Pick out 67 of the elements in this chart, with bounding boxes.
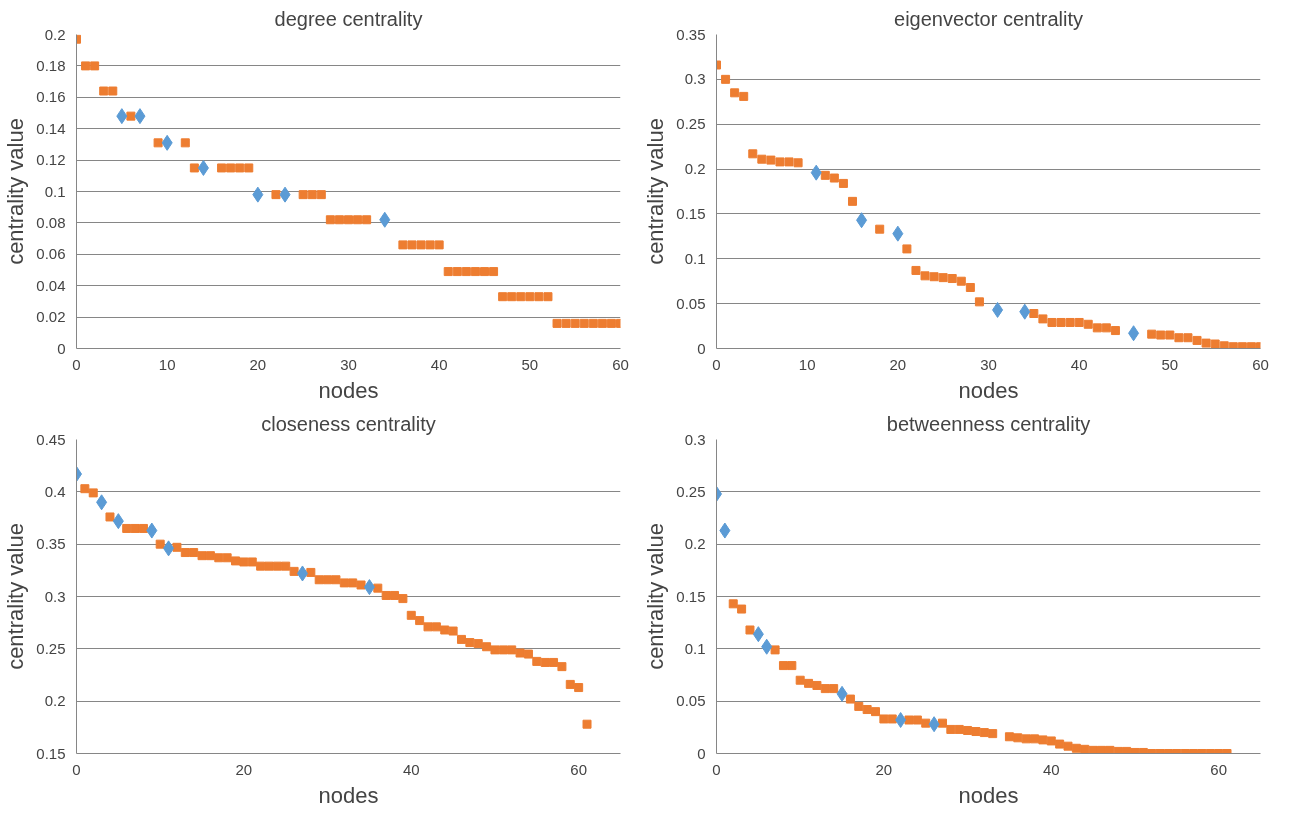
x-tick-label: 60 [1210, 760, 1227, 778]
x-tick-label: 40 [402, 760, 420, 778]
x-tick-label: 40 [1042, 760, 1060, 778]
y-axis-title: centrality value [3, 523, 29, 670]
y-tick-label: 0.15 [676, 204, 706, 222]
y-axis-title: centrality value [643, 523, 669, 670]
x-axis-title: nodes [318, 377, 379, 403]
y-tick-label: 0.35 [676, 25, 706, 43]
y-tick-label: 0.3 [684, 430, 706, 448]
x-axis-title: nodes [318, 782, 379, 808]
x-tick-label: 50 [521, 355, 539, 373]
y-tick-label: 0.15 [676, 587, 706, 605]
y-tick-label: 0 [697, 339, 706, 357]
x-tick-label: 60 [570, 760, 587, 778]
y-tick-label: 0.12 [36, 151, 66, 169]
y-axis-title: centrality value [643, 118, 669, 265]
y-tick-label: 0.15 [36, 744, 66, 762]
y-tick-label: 0.1 [684, 249, 706, 267]
y-tick-label: 0.2 [44, 692, 66, 710]
y-tick-label: 0.35 [36, 535, 66, 553]
y-axis-title: centrality value [3, 118, 29, 265]
x-tick-label: 0 [712, 760, 721, 778]
x-tick-label: 0 [72, 760, 81, 778]
y-tick-label: 0.04 [36, 276, 66, 294]
x-tick-label: 50 [1161, 355, 1179, 373]
y-tick-label: 0.1 [44, 182, 66, 200]
x-tick-label: 20 [249, 355, 267, 373]
y-tick-label: 0.2 [684, 160, 706, 178]
y-tick-label: 0.1 [684, 639, 706, 657]
y-tick-label: 0.16 [36, 88, 66, 106]
y-tick-label: 0 [57, 339, 66, 357]
y-tick-label: 0.2 [44, 25, 66, 43]
y-tick-label: 0.4 [44, 482, 66, 500]
y-tick-label: 0.3 [44, 587, 66, 605]
x-axis-title: nodes [958, 377, 1019, 403]
chart-title: closeness centrality [261, 412, 436, 435]
x-tick-label: 20 [889, 355, 907, 373]
y-tick-label: 0.02 [36, 308, 66, 326]
x-tick-label: 20 [875, 760, 893, 778]
x-axis-title: nodes [958, 782, 1019, 808]
x-tick-label: 60 [612, 355, 629, 373]
x-tick-label: 30 [980, 355, 997, 373]
y-tick-label: 0.18 [36, 56, 66, 74]
y-tick-label: 0.08 [36, 213, 66, 231]
y-tick-label: 0.3 [684, 70, 706, 88]
x-tick-label: 60 [1252, 355, 1269, 373]
x-tick-label: 30 [340, 355, 357, 373]
chart-title: eigenvector centrality [894, 7, 1083, 30]
y-tick-label: 0.25 [36, 639, 66, 657]
x-tick-label: 0 [712, 355, 721, 373]
x-tick-label: 0 [72, 355, 81, 373]
x-tick-label: 20 [235, 760, 253, 778]
y-tick-label: 0.05 [676, 692, 706, 710]
x-tick-label: 40 [1070, 355, 1088, 373]
y-tick-label: 0.14 [36, 119, 66, 137]
x-tick-label: 40 [430, 355, 448, 373]
y-tick-label: 0 [697, 744, 706, 762]
x-tick-label: 10 [158, 355, 176, 373]
y-tick-label: 0.2 [684, 535, 706, 553]
chart-title: betweenness centrality [886, 412, 1091, 435]
y-tick-label: 0.25 [676, 482, 706, 500]
y-tick-label: 0.06 [36, 245, 66, 263]
chart-title: degree centrality [274, 7, 423, 30]
y-tick-label: 0.25 [676, 115, 706, 133]
y-tick-label: 0.45 [36, 430, 66, 448]
x-tick-label: 10 [798, 355, 816, 373]
y-tick-label: 0.05 [676, 294, 706, 312]
